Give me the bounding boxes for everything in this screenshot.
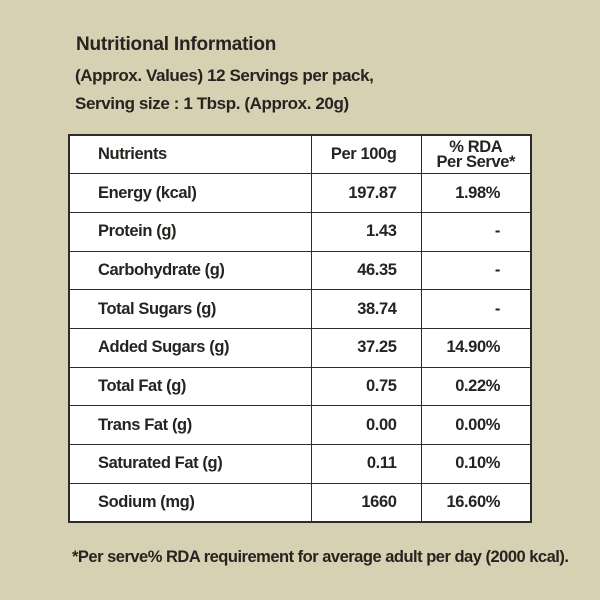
nutrient-name: Added Sugars (g) xyxy=(68,327,312,368)
per-100g-value: 37.25 xyxy=(310,327,422,368)
rda-value: 0.10% xyxy=(420,444,532,484)
column-header-nutrients: Nutrients xyxy=(68,134,312,175)
per-100g-value: 1660 xyxy=(310,482,422,523)
table-row: Energy (kcal) 197.87 1.98% xyxy=(68,173,532,213)
table-row: Trans Fat (g) 0.00 0.00% xyxy=(68,405,532,445)
per-100g-value: 0.00 xyxy=(310,405,422,445)
rda-value: - xyxy=(420,250,532,291)
rda-footnote: *Per serve% RDA requirement for average … xyxy=(72,548,569,566)
rda-value: 0.22% xyxy=(420,366,532,407)
rda-value: 16.60% xyxy=(420,482,532,523)
rda-value: 14.90% xyxy=(420,327,532,368)
rda-value: 1.98% xyxy=(420,173,532,213)
rda-value: 0.00% xyxy=(420,405,532,445)
nutrient-name: Carbohydrate (g) xyxy=(68,250,312,291)
per-100g-value: 46.35 xyxy=(310,250,422,291)
table-row: Added Sugars (g) 37.25 14.90% xyxy=(68,327,532,368)
table-row: Total Fat (g) 0.75 0.22% xyxy=(68,366,532,407)
serving-info-line1: (Approx. Values) 12 Servings per pack, xyxy=(75,66,374,85)
per-100g-value: 0.11 xyxy=(310,444,422,484)
table-row: Carbohydrate (g) 46.35 - xyxy=(68,250,532,291)
table-header-row: Nutrients Per 100g % RDA Per Serve* xyxy=(68,134,532,175)
nutrition-table: Nutrients Per 100g % RDA Per Serve* Ener… xyxy=(68,134,532,523)
column-header-rda: % RDA Per Serve* xyxy=(420,134,532,175)
table-row: Saturated Fat (g) 0.11 0.10% xyxy=(68,444,532,484)
per-100g-value: 38.74 xyxy=(310,289,422,329)
table-row: Protein (g) 1.43 - xyxy=(68,211,532,252)
per-100g-value: 1.43 xyxy=(310,211,422,252)
rda-value: - xyxy=(420,211,532,252)
rda-value: - xyxy=(420,289,532,329)
per-100g-value: 197.87 xyxy=(310,173,422,213)
nutrient-name: Trans Fat (g) xyxy=(68,405,312,445)
nutrient-name: Total Sugars (g) xyxy=(68,289,312,329)
serving-info-line2: Serving size : 1 Tbsp. (Approx. 20g) xyxy=(75,94,349,113)
nutrient-name: Energy (kcal) xyxy=(68,173,312,213)
nutrient-name: Sodium (mg) xyxy=(68,482,312,523)
table-row: Total Sugars (g) 38.74 - xyxy=(68,289,532,329)
page-title: Nutritional Information xyxy=(76,34,277,55)
column-header-rda-line1: % RDA xyxy=(449,137,503,156)
nutrient-name: Protein (g) xyxy=(68,211,312,252)
serving-info: (Approx. Values) 12 Servings per pack, S… xyxy=(75,62,374,118)
table-row: Sodium (mg) 1660 16.60% xyxy=(68,482,532,523)
column-header-rda-line2: Per Serve* xyxy=(436,152,516,171)
nutrient-name: Saturated Fat (g) xyxy=(68,444,312,484)
column-header-per-100g: Per 100g xyxy=(310,134,422,175)
nutrient-name: Total Fat (g) xyxy=(68,366,312,407)
per-100g-value: 0.75 xyxy=(310,366,422,407)
